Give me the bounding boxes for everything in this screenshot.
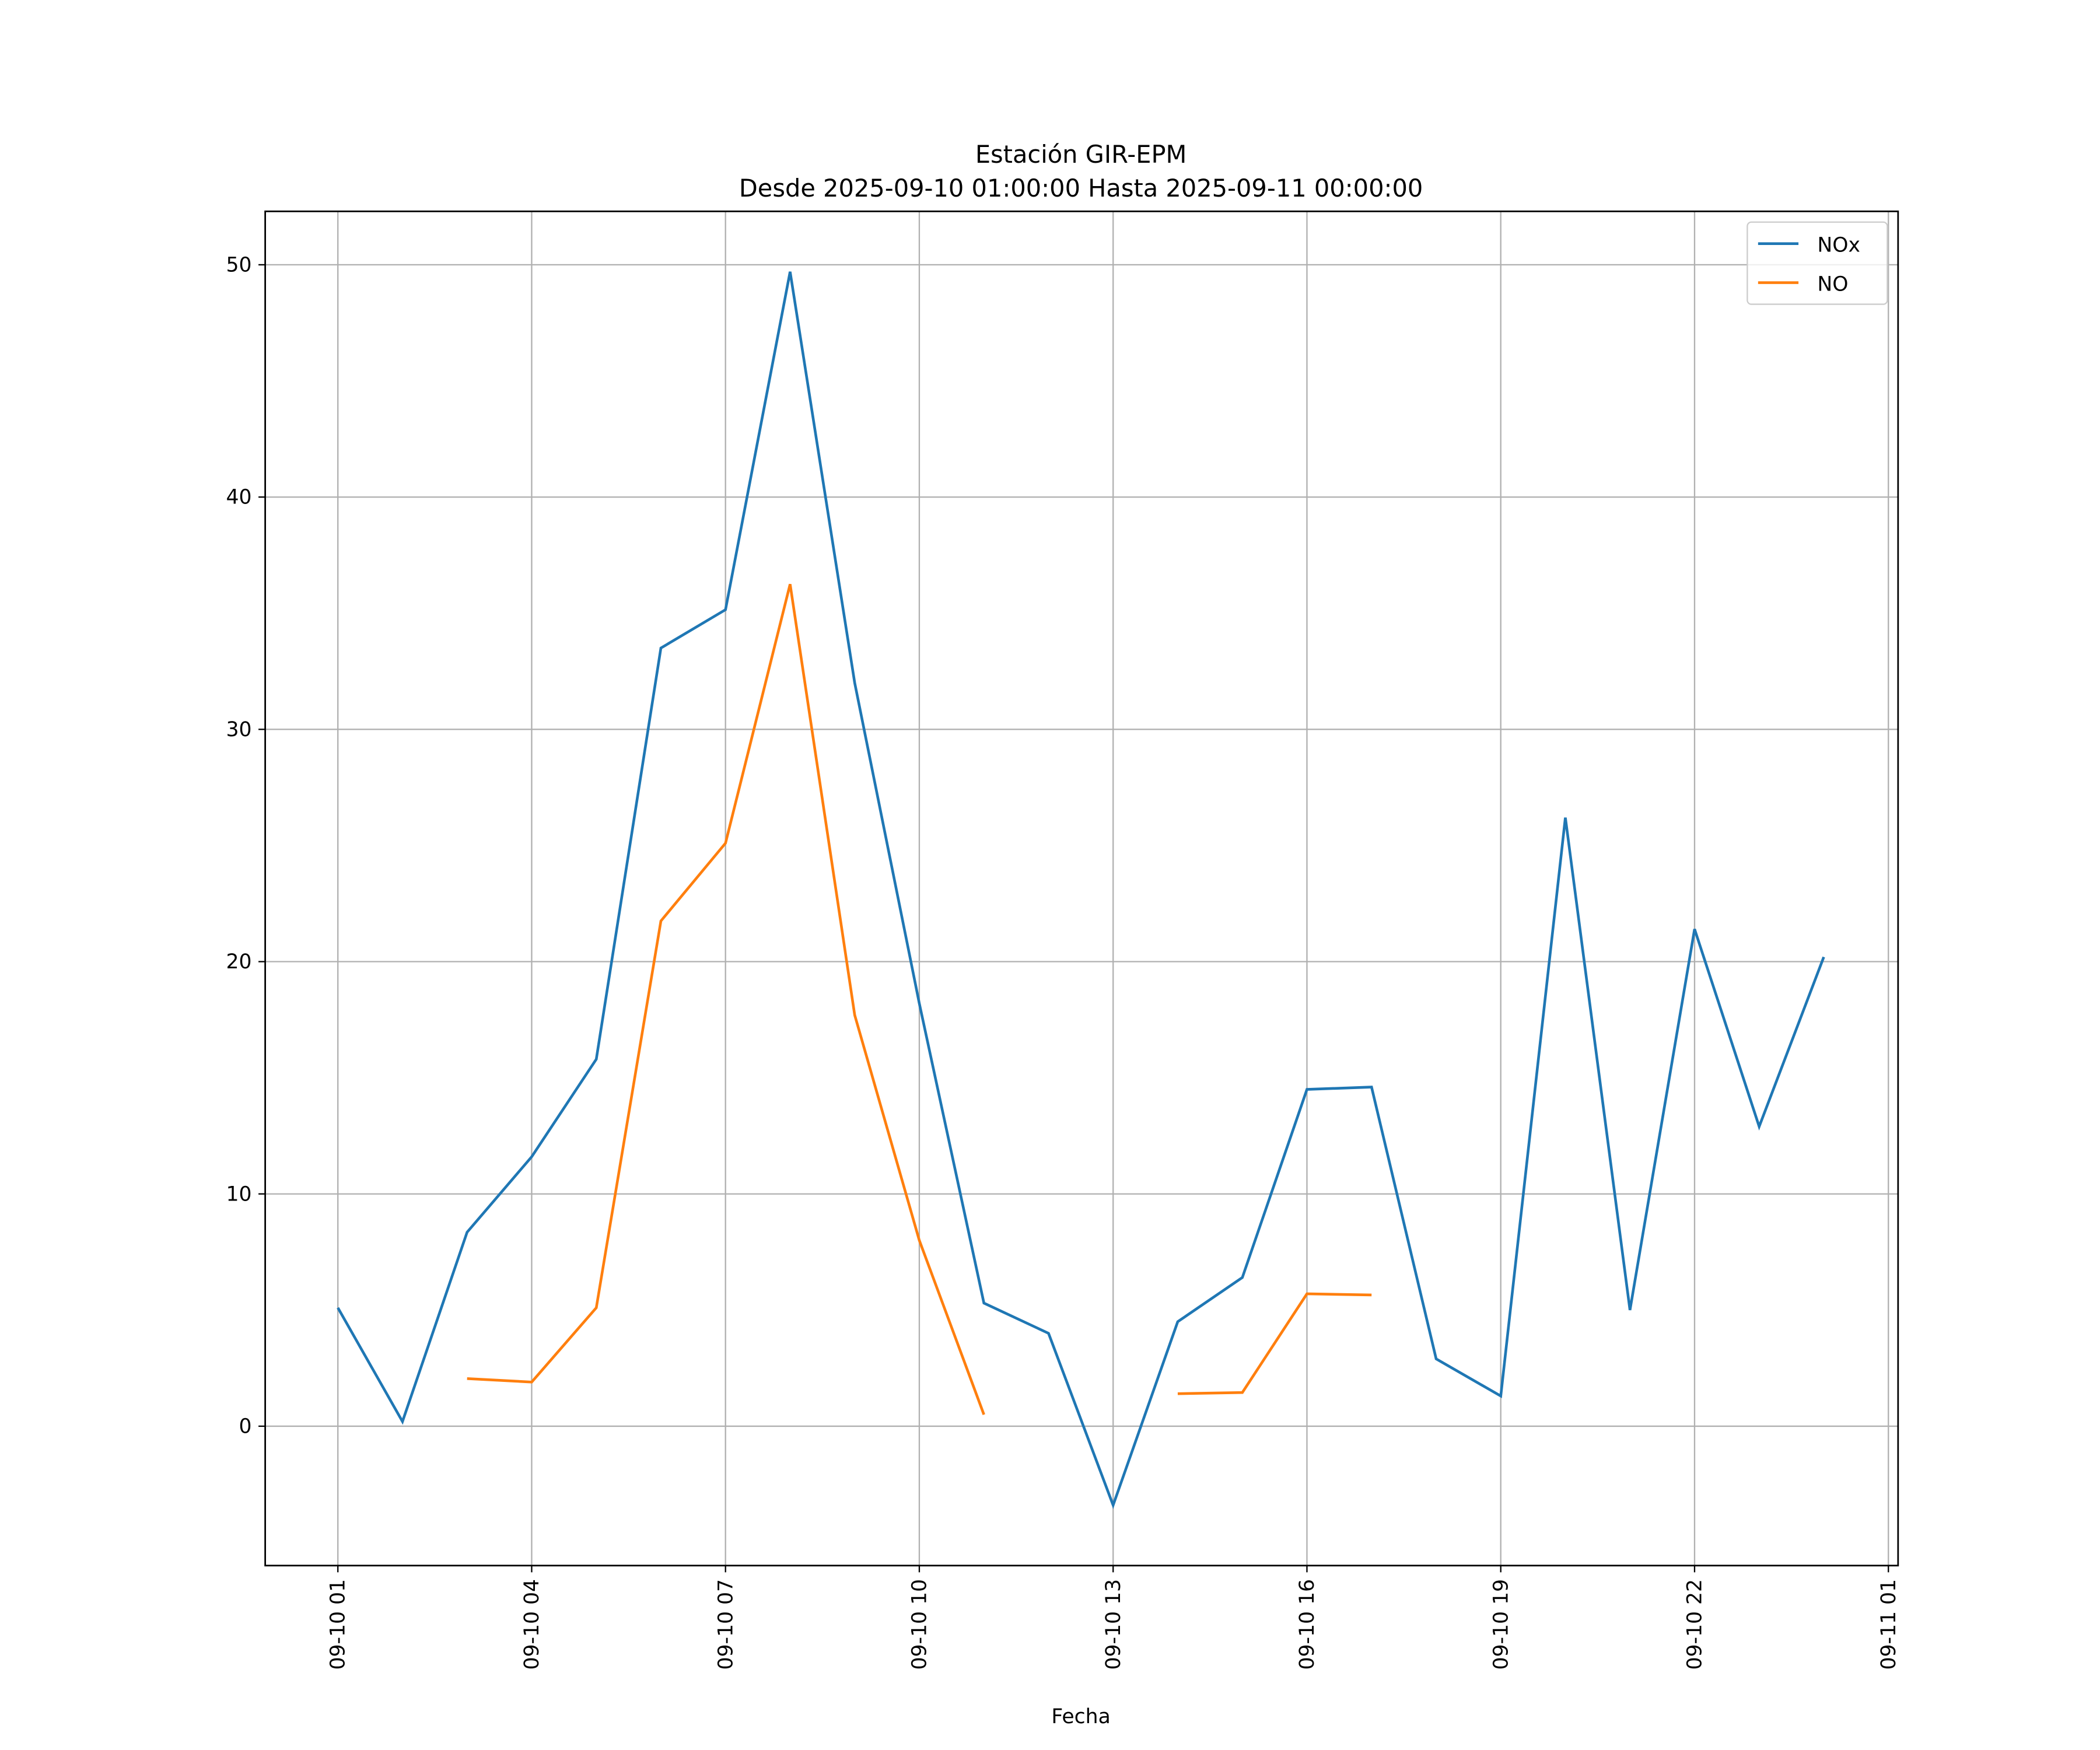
legend-label-no: NO	[1817, 272, 1848, 296]
y-tick-label: 10	[226, 1182, 251, 1206]
axis-ticks: 09-10 01 09-10 04 09-10 07 09-10 10 09-10 13…	[226, 253, 1900, 1670]
x-axis-label: Fecha	[1051, 1705, 1110, 1728]
x-tick-label: 09-10 13	[1102, 1579, 1125, 1670]
series-line-nox	[337, 271, 1825, 1510]
legend-label-nox: NOx	[1817, 234, 1860, 257]
y-tick-label: 20	[226, 950, 251, 974]
legend: NOx NO	[1746, 221, 1888, 305]
y-tick-label: 50	[226, 253, 251, 276]
x-tick-label: 09-10 16	[1296, 1579, 1319, 1670]
chart-subtitle: Desde 2025-09-10 01:00:00 Hasta 2025-09-…	[739, 174, 1423, 202]
x-tick-label: 09-10 07	[714, 1579, 737, 1670]
series-line-no	[1177, 1292, 1372, 1395]
x-tick-label: 09-11 01	[1877, 1579, 1901, 1670]
plot-frame	[264, 210, 1899, 1567]
x-tick-label: 09-10 04	[520, 1579, 544, 1670]
x-tick-label: 09-10 01	[327, 1579, 350, 1670]
chart-title: Estación GIR-EPM	[975, 140, 1186, 169]
x-tick-label: 09-10 22	[1684, 1579, 1707, 1670]
grid	[265, 211, 1898, 1566]
series-lines	[337, 271, 1825, 1510]
x-tick-label: 09-10 19	[1489, 1579, 1513, 1670]
y-tick-label: 30	[226, 718, 251, 741]
x-tick-label: 09-10 10	[908, 1579, 932, 1670]
y-tick-label: 40	[226, 486, 251, 509]
y-tick-label: 0	[239, 1415, 252, 1438]
